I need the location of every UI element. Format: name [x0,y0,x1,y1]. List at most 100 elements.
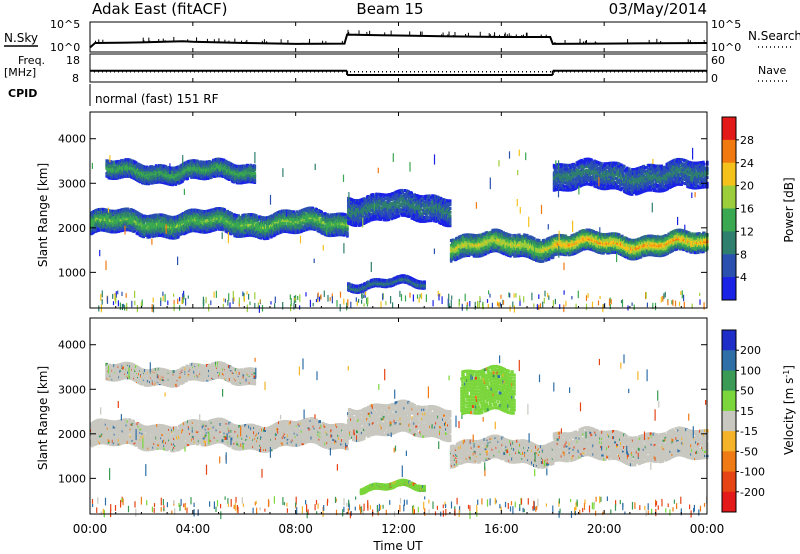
noise-right-label: N.Search [748,29,800,43]
power-cell [205,228,209,232]
power-cell [162,217,165,220]
power-cell [97,228,101,232]
power-cell [189,229,193,233]
station-title: Adak East (fitACF) [92,0,227,18]
power-cell [131,226,135,230]
power-cell [164,233,167,237]
power-cell [148,222,151,226]
power-cell [111,209,115,213]
power-cell [204,225,208,229]
power-cell [184,216,188,220]
power-cell [157,222,160,226]
power-cell [107,212,111,216]
power-cell [253,178,257,182]
power-cell [177,235,180,239]
power-cell [205,230,209,234]
power-cell [91,217,94,221]
power-cell [189,211,193,215]
power-cell [204,216,208,220]
power-cell [101,227,105,230]
power-cell [131,218,135,222]
power-cell [114,230,118,234]
noise-right-tick-top: 10^5 [711,18,741,31]
cpid-value: normal (fast) 151 RF [95,92,219,106]
power-cell [151,235,154,238]
power-cell [208,218,212,222]
power-cell [209,226,213,230]
power-cell [204,221,208,225]
power-cell [94,225,97,229]
power-cell [140,216,143,220]
power-cell [168,217,171,221]
power-cell [135,215,139,219]
nave-tick-bottom: 0 [711,72,718,85]
power-cell [99,226,103,230]
power-cell [211,216,215,220]
freq-left-label: Freq. [18,54,45,67]
power-cell [142,222,145,226]
freq-left-unit: [MHz] [4,66,36,79]
power-cell [115,223,119,227]
power-cell [145,218,148,222]
power-cell [195,220,199,224]
power-cell [129,228,133,232]
power-cell [199,224,203,227]
power-cell [117,229,121,233]
power-cell [158,232,161,236]
power-heatmap [90,147,709,313]
power-cell [128,223,132,227]
power-cell [152,215,155,219]
power-cell [168,234,171,238]
power-cell [198,209,202,213]
power-cell [148,235,151,239]
power-cell [92,224,95,228]
power-cell [111,214,115,218]
power-cell [158,219,161,223]
cpid-label: CPID [8,87,37,100]
power-cell [111,225,115,229]
power-cell [160,227,163,231]
power-cell [98,217,102,221]
power-cell [126,207,130,211]
power-cell [119,218,123,222]
power-cell [167,220,170,223]
power-cell [109,212,113,216]
power-cell [127,215,131,219]
power-cell [153,234,156,238]
power-cell [120,221,124,225]
power-cell [124,218,128,222]
power-cell [202,227,206,231]
power-cell [145,230,148,234]
power-cell [163,230,166,233]
power-cell [143,219,146,223]
date-title: 03/May/2014 [609,0,707,18]
power-cell [99,220,103,224]
nave-label: Nave [758,64,786,77]
power-cell [167,221,170,225]
power-cell [165,214,168,218]
noise-left-label: N.Sky [4,31,38,45]
power-cell [140,213,143,217]
freq-tick-top: 18 [66,54,80,67]
power-cell [191,214,195,218]
power-cell [103,222,107,226]
power-cell [253,172,257,176]
power-cell [202,229,206,233]
power-cell [169,222,172,226]
power-cell [209,227,213,231]
noise-left-tick-top: 10^5 [50,18,80,31]
noise-right-tick-bottom: 10^0 [711,41,741,54]
power-cell [98,207,102,211]
power-cell [140,215,143,219]
power-cell [111,228,115,232]
power-cell [107,209,111,213]
power-cell [209,229,213,233]
power-cell [116,217,120,221]
power-cell [92,231,95,235]
power-cell [202,214,206,218]
freq-tick-bottom: 8 [72,72,79,85]
power-cell [186,177,189,180]
noise-panel-frame [89,21,708,53]
power-cell [123,223,127,227]
